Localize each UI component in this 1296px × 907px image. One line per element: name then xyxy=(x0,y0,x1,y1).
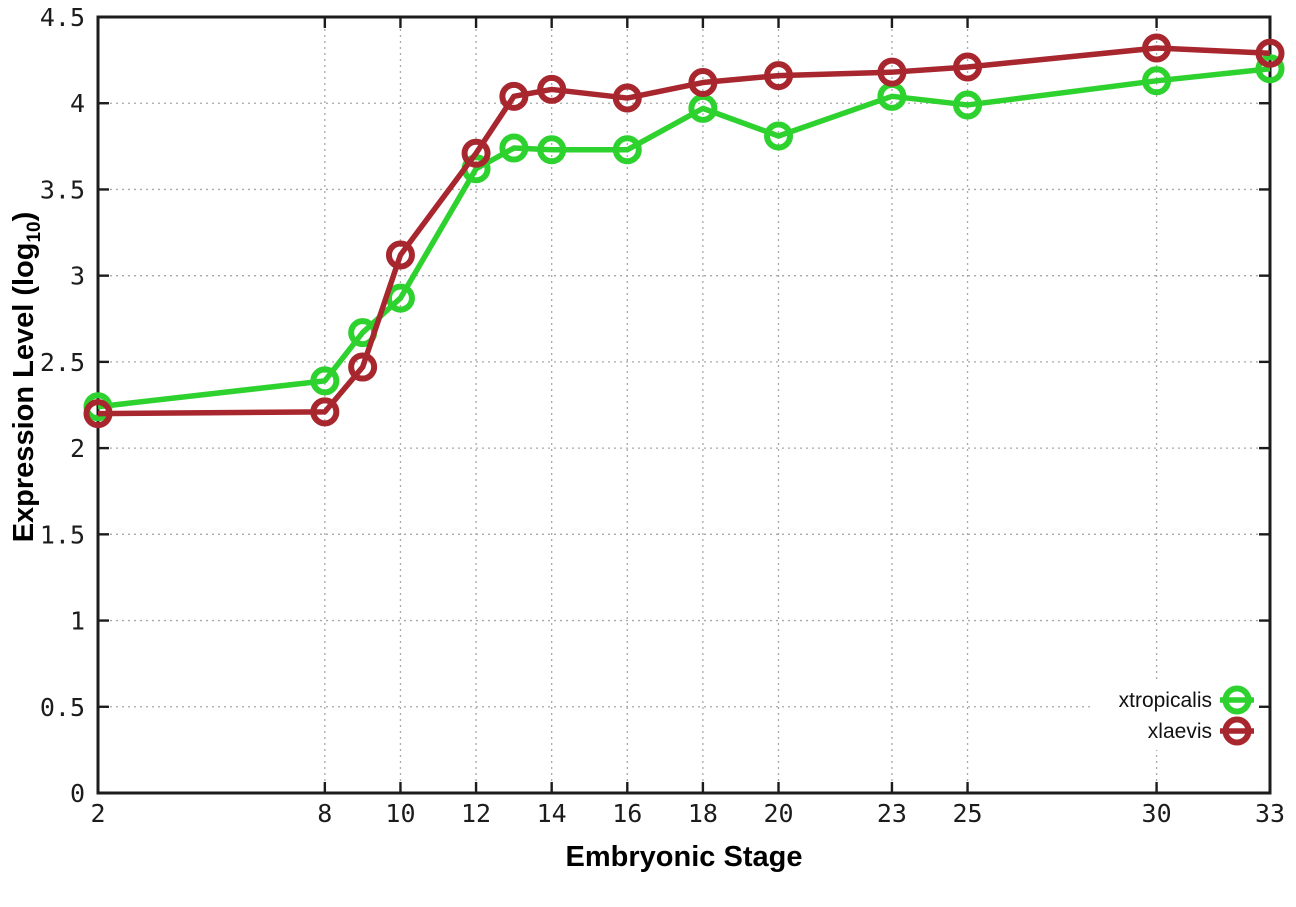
y-axis-title: Expression Level (log10) xyxy=(8,212,46,543)
x-tick-label-14: 14 xyxy=(537,799,567,828)
marker-xlaevis-stage-25 xyxy=(953,52,983,82)
x-tick-label-30: 30 xyxy=(1142,799,1172,828)
marker-xlaevis-stage-33 xyxy=(1255,38,1285,68)
marker-xtropicalis-stage-13 xyxy=(499,133,529,163)
series-line-xtropicalis xyxy=(97,65,1271,410)
marker-xtropicalis-stage-25 xyxy=(953,90,983,120)
x-tick-label-12: 12 xyxy=(461,799,491,828)
legend-background xyxy=(1090,682,1267,750)
x-tick-label-18: 18 xyxy=(688,799,718,828)
series-xlaevis xyxy=(83,33,1285,429)
marker-xlaevis-stage-13 xyxy=(499,81,529,111)
x-tick-label-2: 2 xyxy=(90,799,105,828)
y-tick-label-0.5: 0.5 xyxy=(40,693,85,722)
x-tick-label-8: 8 xyxy=(317,799,332,828)
x-tick-label-33: 33 xyxy=(1255,799,1285,828)
marker-xlaevis-stage-14 xyxy=(537,74,567,104)
x-axis-title: Embryonic Stage xyxy=(565,841,803,873)
marker-xlaevis-stage-8 xyxy=(310,397,340,427)
y-axis-title-subscript: 10 xyxy=(24,221,45,243)
plot-border xyxy=(96,15,1272,795)
marker-xlaevis-stage-12 xyxy=(461,138,491,168)
marker-xlaevis-stage-30 xyxy=(1142,33,1172,63)
marker-xtropicalis-stage-33 xyxy=(1255,54,1285,84)
axis-ticks xyxy=(96,15,1272,795)
y-tick-label-0: 0 xyxy=(70,779,85,808)
gridlines xyxy=(98,17,1270,793)
axis-tick-labels: 0 0.5 1 1.5 2 2.5 3 3.5 4 4.5 2 8 10 12 14 16 18 20 23 25 30… xyxy=(40,3,1285,828)
marker-xtropicalis-stage-14 xyxy=(537,135,567,165)
legend-label-xtropicalis: xtropicalis xyxy=(1119,689,1212,712)
marker-xlaevis-stage-16 xyxy=(612,83,642,113)
x-tick-label-20: 20 xyxy=(763,799,793,828)
marker-xlaevis-stage-9 xyxy=(348,352,378,382)
marker-xtropicalis-stage-10 xyxy=(385,283,415,313)
series-xtropicalis xyxy=(83,54,1285,422)
x-tick-label-25: 25 xyxy=(952,799,982,828)
y-tick-label-2: 2 xyxy=(70,434,85,463)
y-tick-label-1.5: 1.5 xyxy=(40,520,85,549)
legend-marker-xtropicalis xyxy=(1222,685,1252,715)
legend: xtropicalis xlaevis xyxy=(1119,685,1254,746)
marker-xlaevis-stage-18 xyxy=(688,68,718,98)
marker-xtropicalis-stage-8 xyxy=(310,366,340,396)
x-tick-label-23: 23 xyxy=(877,799,907,828)
marker-xtropicalis-stage-20 xyxy=(764,121,794,151)
y-tick-label-4: 4 xyxy=(70,89,85,118)
y-axis-title-close: ) xyxy=(8,211,40,222)
x-tick-label-10: 10 xyxy=(385,799,415,828)
y-tick-label-1: 1 xyxy=(70,607,85,636)
marker-xtropicalis-stage-16 xyxy=(612,135,642,165)
legend-marker-xlaevis xyxy=(1222,716,1252,746)
marker-xlaevis-stage-23 xyxy=(877,57,907,87)
marker-xlaevis-stage-20 xyxy=(764,61,794,91)
marker-xlaevis-stage-10 xyxy=(385,240,415,270)
marker-xlaevis-stage-2 xyxy=(83,399,113,429)
legend-label-xlaevis: xlaevis xyxy=(1148,720,1212,743)
y-tick-label-3.5: 3.5 xyxy=(40,175,85,204)
y-axis-title-text: Expression Level (log xyxy=(8,242,40,543)
y-tick-label-2.5: 2.5 xyxy=(40,348,85,377)
y-tick-label-3: 3 xyxy=(70,262,85,291)
marker-xtropicalis-stage-30 xyxy=(1142,66,1172,96)
x-tick-label-16: 16 xyxy=(612,799,642,828)
y-tick-label-4.5: 4.5 xyxy=(40,3,85,32)
